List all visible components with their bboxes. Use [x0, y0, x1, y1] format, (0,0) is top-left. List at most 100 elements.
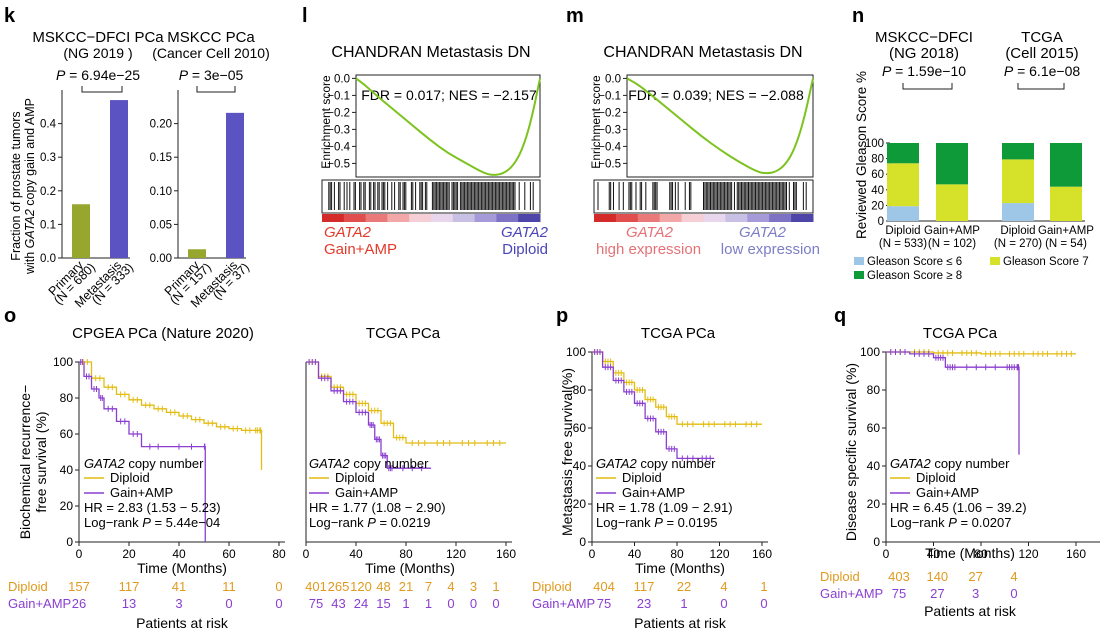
o-right-gain-risk-count: 1: [425, 596, 432, 611]
p-logrank: Log−rank P = 0.0195: [596, 515, 717, 530]
o-left-xtick-label: 20: [122, 547, 136, 561]
o-right-gain-risk-count: 1: [402, 596, 409, 611]
o-right-gain-risk-count: 15: [376, 596, 390, 611]
panel-letter-k: k: [4, 5, 16, 27]
n-cat-n: (N = 533): [879, 238, 927, 250]
n-cat-name: Gain+AMP: [924, 225, 980, 237]
q-xtick-label: 160: [1066, 547, 1086, 561]
l-ramp-segment: [431, 214, 454, 222]
o-left-diploid-risk-count: 157: [68, 579, 90, 594]
o-left-diploid-risk-count: 11: [222, 579, 236, 594]
o-ylabel-line2: free survival (%): [33, 411, 49, 512]
o-left-legend-title: GATA2 copy number: [84, 456, 204, 471]
p-hr: HR = 1.78 (1.09 − 2.91): [596, 500, 733, 515]
p-gain-curve: [592, 351, 715, 460]
q-gain-risk-count: 0: [1010, 586, 1017, 601]
panel-p: p TCGA PCa Metastasis free survival(%) 0…: [532, 305, 772, 630]
q-gain-risk-count: 75: [892, 586, 906, 601]
o-right-xtick-label: 40: [349, 547, 363, 561]
o-right-legend: GATA2 copy number Diploid Gain+AMP HR = …: [309, 456, 446, 530]
n-legend-label-ge8: Gleason Score ≥ 8: [867, 270, 962, 282]
m-ramp-segment: [615, 214, 639, 222]
o-right-gain-risk-count: 43: [331, 596, 345, 611]
p-xtick-label: 80: [670, 547, 684, 561]
panel-letter-l: l: [302, 5, 308, 27]
k1-pvalue: P = 6.94e−25: [56, 67, 140, 83]
l-ylabel: Enrichment score: [319, 75, 333, 169]
o-left-gain-curve: [79, 361, 206, 542]
n-cat-name: Diploid: [885, 225, 920, 237]
k1-bar-metastasis: [110, 100, 128, 258]
n-bar-segment-7: [887, 163, 919, 207]
o-left-xtick-label: 60: [222, 547, 236, 561]
o-right-diploid-curve: [306, 361, 506, 444]
n-legend: Gleason Score ≤ 6 Gleason Score 7 Gleaso…: [854, 256, 1089, 282]
o-ylabel-line1: Biochemical recurrence−: [17, 385, 33, 539]
panel-o: o CPGEA PCa (Nature 2020) TCGA PCa Bioch…: [4, 305, 516, 630]
p-diploid-risk-count: 4: [720, 579, 727, 594]
l-ramp-segment: [496, 214, 519, 222]
o-right-diploid-risk-count: 120: [350, 579, 372, 594]
k2-bar-primary: [188, 249, 206, 258]
q-diploid-curve: [886, 351, 1076, 355]
k1-ytick-label: 0.2: [40, 186, 56, 198]
o-left-xtick-label: 80: [272, 547, 286, 561]
m-ytick-label: 0.0: [605, 73, 621, 85]
n-ytick-label: 80: [871, 154, 884, 166]
panel-n: n MSKCC−DFCI (NG 2018) P = 1.59e−10 TCGA…: [852, 5, 1094, 282]
k-ylabel-line2: with GATA2 copy gain and AMP: [23, 98, 37, 275]
q-gain-risk-count: 3: [972, 586, 979, 601]
p-ytick-label: 20: [573, 497, 587, 511]
l-left-gene: GATA2: [324, 224, 372, 241]
n-bar-segment-ge8: [1050, 143, 1082, 187]
o-right-xtick-label: 160: [496, 547, 516, 561]
l-plot-frame: [355, 74, 541, 178]
q-legend: GATA2 copy number Diploid Gain+AMP HR = …: [890, 456, 1027, 530]
l-ytick-label: 0.0: [334, 73, 350, 85]
q-ytick-label: 0: [873, 535, 880, 549]
p-diploid-risk-count: 22: [677, 579, 691, 594]
o-ytick-label: 100: [53, 355, 73, 369]
l-ramp-segment: [365, 214, 388, 222]
o-left-legend-diploid: Diploid: [110, 470, 150, 485]
o-right-diploid-risk-count: 1: [492, 579, 499, 594]
p-diploid-risk-count: 404: [593, 579, 615, 594]
q-title: TCGA PCa: [923, 325, 998, 342]
l-hits-frame: [321, 179, 541, 214]
p-gain-risk-count: 0: [720, 596, 727, 611]
q-risk-diploid-label: Diploid: [820, 569, 860, 584]
k1-ytick-label: 0.4: [40, 119, 57, 131]
m-left-gene: GATA2: [626, 224, 674, 241]
p-gain-risk-count: 0: [760, 596, 767, 611]
n-group1-subtitle: (NG 2018): [889, 45, 959, 62]
o-ytick-label: 40: [60, 463, 74, 477]
k2-subtitle: (Cancer Cell 2010): [152, 45, 270, 61]
q-legend-gain: Gain+AMP: [916, 485, 979, 500]
q-logrank: Log−rank P = 0.0207: [890, 515, 1011, 530]
n-bar-segment-ge8: [1002, 143, 1034, 160]
l-ytick-label: −0.1: [327, 90, 350, 102]
n-cat-name: Gain+AMP: [1038, 225, 1094, 237]
o-left-xlabel: Time (Months): [137, 560, 227, 576]
l-ytick-label: −0.3: [327, 124, 350, 136]
n-group2-subtitle: (Cell 2015): [1005, 45, 1078, 62]
o-right-xtick-label: 120: [446, 547, 466, 561]
panel-letter-p: p: [556, 305, 568, 327]
m-ramp-segment: [637, 214, 661, 222]
o-right-logrank: Log−rank P = 0.0219: [309, 515, 430, 530]
o-left-title: CPGEA PCa (Nature 2020): [72, 325, 254, 342]
panel-l: l CHANDRAN Metastasis DN Enrichment scor…: [302, 5, 549, 258]
n-ylabel: Reviewed Gleason Score %: [854, 71, 869, 239]
panel-letter-n: n: [852, 5, 864, 27]
k2-ytick-label: 0.10: [150, 186, 172, 198]
o-left-xtick-label: 0: [76, 547, 83, 561]
n-group1-pvalue: P = 1.59e−10: [882, 63, 966, 79]
p-xtick-label: 160: [752, 547, 772, 561]
k2-title: MSKCC PCa: [167, 29, 255, 46]
k2-ytick-label: 0.05: [150, 219, 172, 231]
o-left-gain-risk-count: 0: [225, 596, 232, 611]
n-ytick-label: 20: [871, 200, 884, 212]
o-left-xtick-label: 40: [172, 547, 186, 561]
o-ytick-label: 80: [60, 391, 74, 405]
o-left-diploid-risk-count: 41: [172, 579, 186, 594]
